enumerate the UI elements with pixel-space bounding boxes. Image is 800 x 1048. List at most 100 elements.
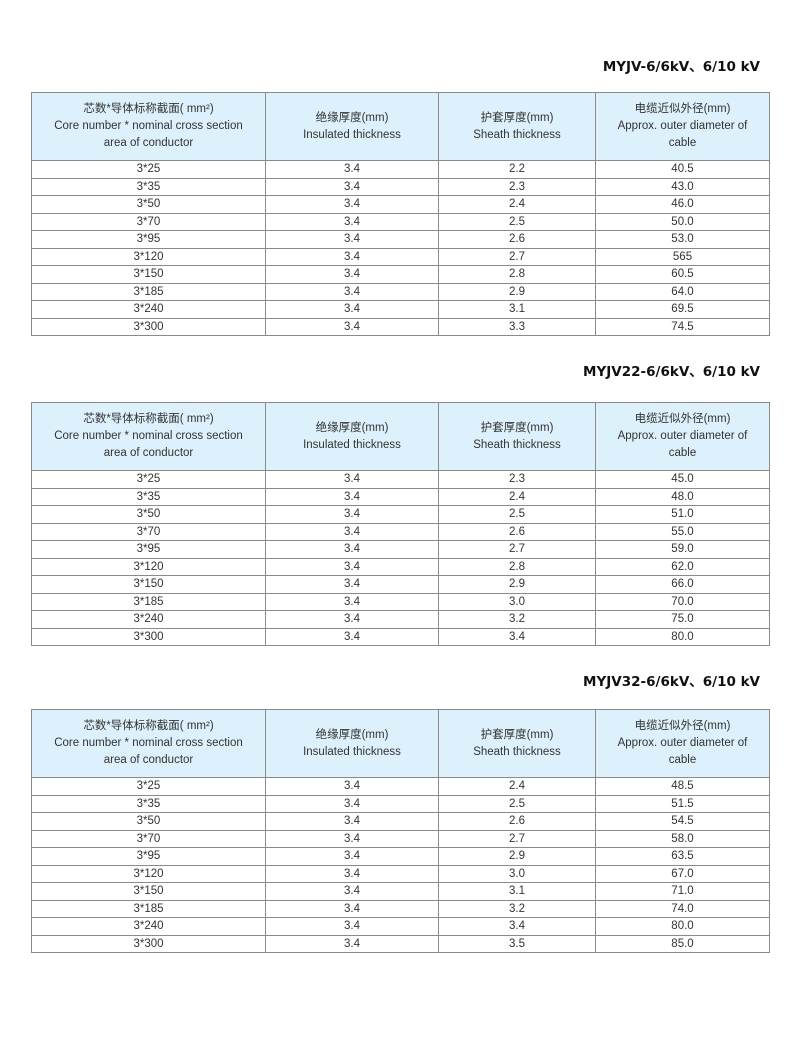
table-row: 3*120 3.4 2.8 62.0: [31, 557, 770, 576]
table-row: 3*240 3.4 3.2 75.0: [31, 610, 770, 629]
table-row: 3*120 3.4 3.0 67.0: [31, 864, 770, 883]
column-header: 芯数*导体标称截面( mm²) Core number * nominal cro…: [31, 709, 266, 778]
column-header: 芯数*导体标称截面( mm²) Core number * nominal cro…: [31, 92, 266, 161]
table-cell: 58.0: [595, 829, 770, 848]
table-cell: 3.4: [265, 882, 439, 901]
table-cell: 3*300: [31, 317, 266, 336]
table-cell: 3.4: [265, 282, 439, 301]
header-line: Core number * nominal cross section: [54, 430, 243, 442]
table-cell: 3.4: [265, 487, 439, 506]
column-header: 绝缘厚度(mm) Insulated thickness: [265, 709, 439, 778]
table-cell: 3.4: [265, 212, 439, 231]
column-header: 电缆近似外径(mm) Approx. outer diameter of cable: [595, 92, 770, 161]
table-cell: 3.1: [438, 882, 596, 901]
table-row: 3*70 3.4 2.7 58.0: [31, 829, 770, 848]
table-row: 3*25 3.4 2.3 45.0: [31, 470, 770, 489]
table-cell: 3*185: [31, 592, 266, 611]
table-cell: 3.2: [438, 899, 596, 918]
header-line: area of conductor: [103, 447, 194, 459]
table-cell: 3*25: [31, 160, 266, 179]
table-cell: 3.4: [265, 829, 439, 848]
table-cell: 3*300: [31, 627, 266, 646]
table-cell: 2.9: [438, 575, 596, 594]
table-cell: 3.4: [265, 592, 439, 611]
table-cell: 75.0: [595, 610, 770, 629]
header-line: Insulated thickness: [303, 745, 401, 758]
header-line: 电缆近似外径(mm): [634, 720, 731, 732]
table-cell: 3.0: [438, 864, 596, 883]
table-cell: 3.4: [265, 470, 439, 489]
table-cell: 51.5: [595, 794, 770, 813]
table-row: 3*95 3.4 2.9 63.5: [31, 847, 770, 866]
header-line: Insulated thickness: [303, 438, 401, 451]
table-cell: 2.6: [438, 522, 596, 541]
table-row: 3*70 3.4 2.5 50.0: [31, 212, 770, 231]
table-cell: 3.4: [265, 540, 439, 559]
column-header: 电缆近似外径(mm) Approx. outer diameter of cable: [595, 709, 770, 778]
header-line: cable: [668, 754, 697, 766]
table-cell: 3*70: [31, 522, 266, 541]
table-cell: 3*35: [31, 794, 266, 813]
table-cell: 3.4: [265, 575, 439, 594]
table-cell: 3*150: [31, 882, 266, 901]
header-line: Core number * nominal cross section: [54, 120, 243, 132]
table-cell: 3*95: [31, 540, 266, 559]
table-row: 3*185 3.4 2.9 64.0: [31, 282, 770, 301]
table-cell: 2.8: [438, 557, 596, 576]
table-cell: 3.4: [265, 934, 439, 953]
table-cell: 62.0: [595, 557, 770, 576]
table-cell: 2.8: [438, 265, 596, 284]
table-row: 3*50 3.4 2.6 54.5: [31, 812, 770, 831]
header-line: 护套厚度(mm): [480, 728, 554, 741]
table-row: 3*150 3.4 2.8 60.5: [31, 265, 770, 284]
table-row: 3*95 3.4 2.6 53.0: [31, 230, 770, 249]
table-row: 3*185 3.4 3.0 70.0: [31, 592, 770, 611]
table-cell: 3.4: [265, 265, 439, 284]
table-cell: 3*185: [31, 282, 266, 301]
table-cell: 2.2: [438, 160, 596, 179]
table-cell: 3*95: [31, 230, 266, 249]
header-line: 绝缘厚度(mm): [315, 728, 389, 741]
table-cell: 3.0: [438, 592, 596, 611]
table-cell: 85.0: [595, 934, 770, 953]
table-cell: 71.0: [595, 882, 770, 901]
table-cell: 3*120: [31, 864, 266, 883]
table-cell: 3.4: [265, 557, 439, 576]
table-cell: 74.0: [595, 899, 770, 918]
table-row: 3*300 3.4 3.5 85.0: [31, 934, 770, 953]
table-cell: 3.4: [265, 195, 439, 214]
spec-table: 芯数*导体标称截面( mm²) Core number * nominal cro…: [31, 709, 770, 953]
table-cell: 3.4: [265, 230, 439, 249]
table-cell: 55.0: [595, 522, 770, 541]
header-line: cable: [668, 137, 697, 149]
table-cell: 3*120: [31, 247, 266, 266]
table-cell: 66.0: [595, 575, 770, 594]
table-cell: 43.0: [595, 177, 770, 196]
column-header: 护套厚度(mm) Sheath thickness: [438, 402, 596, 471]
column-header: 绝缘厚度(mm) Insulated thickness: [265, 92, 439, 161]
table-cell: 3.5: [438, 934, 596, 953]
table-cell: 3*150: [31, 575, 266, 594]
table-row: 3*120 3.4 2.7 565: [31, 247, 770, 266]
table-cell: 3*70: [31, 829, 266, 848]
header-line: Core number * nominal cross section: [54, 737, 243, 749]
header-line: 芯数*导体标称截面( mm²): [83, 720, 214, 732]
table-title: MYJV32-6/6kV、6/10 kV: [583, 674, 760, 690]
table-cell: 80.0: [595, 627, 770, 646]
table-cell: 46.0: [595, 195, 770, 214]
table-row: 3*25 3.4 2.4 48.5: [31, 777, 770, 796]
table-cell: 3*50: [31, 195, 266, 214]
table-cell: 3*120: [31, 557, 266, 576]
table-cell: 48.0: [595, 487, 770, 506]
table-cell: 3.4: [438, 917, 596, 936]
header-row: 芯数*导体标称截面( mm²) Core number * nominal cro…: [31, 402, 770, 471]
table-cell: 3*50: [31, 505, 266, 524]
header-line: cable: [668, 447, 697, 459]
table-cell: 3*150: [31, 265, 266, 284]
table-cell: 2.6: [438, 812, 596, 831]
header-line: Sheath thickness: [473, 128, 561, 141]
table-cell: 50.0: [595, 212, 770, 231]
table-row: 3*70 3.4 2.6 55.0: [31, 522, 770, 541]
table-cell: 3.4: [265, 160, 439, 179]
table-cell: 3.4: [265, 794, 439, 813]
